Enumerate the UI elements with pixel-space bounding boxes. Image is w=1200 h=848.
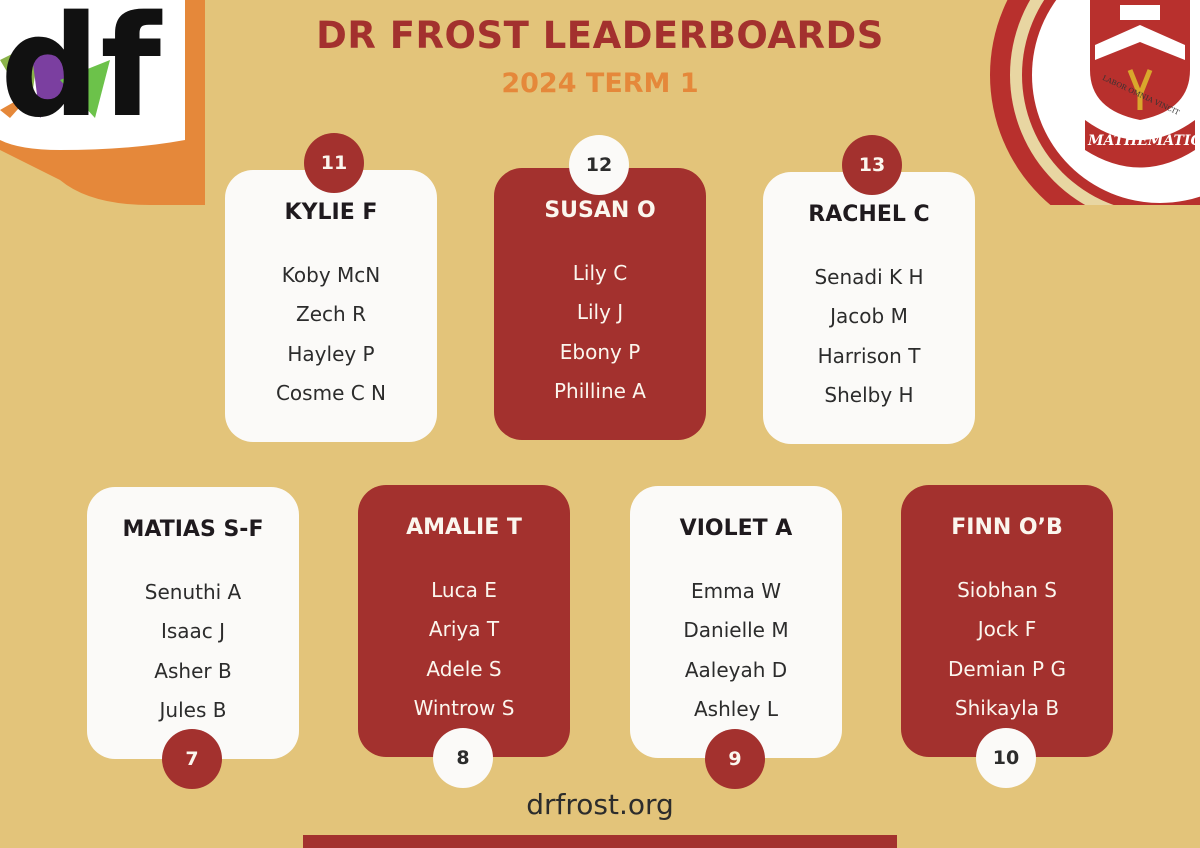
student-item: Senuthi A — [144, 580, 242, 604]
leaderboard-card-year-13: RACHEL C Senadi K H Jacob M Harrison T S… — [763, 172, 975, 444]
student-item: Ebony P — [559, 339, 641, 364]
student-item: Senadi K H — [814, 265, 924, 289]
page-subtitle: 2024 TERM 1 — [501, 68, 699, 99]
student-item: Cosme C N — [275, 381, 387, 406]
leaderboard-card-year-9: VIOLET A Emma W Danielle M Aaleyah D Ash… — [630, 486, 842, 758]
school-crest-icon: MATHEMATICS LABOR OMNIA VINCIT — [990, 0, 1200, 245]
student-list: Siobhan S Jock F Demian P G Shikayla B — [901, 580, 1113, 738]
student-item: Lily C — [572, 261, 628, 285]
student-item: Wintrow S — [413, 696, 515, 721]
student-list: Lily C Lily J Ebony P Philline A — [494, 263, 706, 421]
year-badge: 13 — [842, 135, 902, 195]
student-list: Emma W Danielle M Aaleyah D Ashley L — [630, 581, 842, 739]
leader-name: FINN O’B — [951, 515, 1063, 540]
student-item: Zech R — [296, 302, 366, 327]
leaderboard-card-year-10: FINN O’B Siobhan S Jock F Demian P G Shi… — [901, 485, 1113, 757]
student-item: Ashley L — [694, 697, 778, 722]
student-list: Koby McN Zech R Hayley P Cosme C N — [225, 265, 437, 423]
student-list: Luca E Ariya T Adele S Wintrow S — [358, 580, 570, 738]
student-item: Aaleyah D — [684, 657, 788, 682]
df-logo: df — [0, 0, 220, 210]
student-item: Shikayla B — [954, 696, 1060, 721]
leader-name: KYLIE F — [284, 200, 378, 225]
leaderboard-card-year-7: MATIAS S-F Senuthi A Isaac J Asher B Jul… — [87, 487, 299, 759]
leader-name: VIOLET A — [679, 516, 793, 541]
student-item: Ariya T — [428, 617, 500, 642]
student-item: Isaac J — [160, 619, 226, 644]
year-badge: 7 — [162, 729, 222, 789]
page-title: DR FROST LEADERBOARDS — [316, 14, 884, 57]
footer-url[interactable]: drfrost.org — [526, 788, 674, 821]
student-item: Jock F — [977, 617, 1037, 642]
year-badge: 8 — [433, 728, 493, 788]
leaderboard-card-year-12: SUSAN O Lily C Lily J Ebony P Philline A — [494, 168, 706, 440]
student-item: Emma W — [691, 579, 781, 603]
student-item: Siobhan S — [957, 578, 1057, 602]
student-list: Senadi K H Jacob M Harrison T Shelby H — [763, 267, 975, 425]
student-item: Demian P G — [948, 656, 1066, 681]
year-badge: 12 — [569, 135, 629, 195]
student-item: Shelby H — [824, 383, 914, 408]
year-badge: 10 — [976, 728, 1036, 788]
student-item: Jules B — [159, 698, 227, 723]
student-item: Danielle M — [683, 618, 789, 643]
leader-name: MATIAS S-F — [122, 517, 264, 542]
leader-name: SUSAN O — [544, 198, 656, 223]
student-list: Senuthi A Isaac J Asher B Jules B — [87, 582, 299, 740]
leader-name: AMALIE T — [406, 515, 522, 540]
student-item: Jacob M — [830, 304, 908, 329]
df-logo-text: df — [0, 0, 163, 149]
student-item: Hayley P — [287, 341, 375, 366]
leaderboard-card-year-8: AMALIE T Luca E Ariya T Adele S Wintrow … — [358, 485, 570, 757]
student-item: Asher B — [154, 658, 232, 683]
footer-bar — [303, 835, 897, 848]
year-badge: 9 — [705, 729, 765, 789]
student-item: Philline A — [554, 379, 646, 404]
crest-label: MATHEMATICS — [1087, 133, 1200, 149]
leader-name: RACHEL C — [808, 202, 930, 227]
student-item: Harrison T — [817, 343, 921, 368]
leaderboard-card-year-11: KYLIE F Koby McN Zech R Hayley P Cosme C… — [225, 170, 437, 442]
student-item: Luca E — [431, 578, 497, 602]
student-item: Lily J — [576, 300, 624, 325]
year-badge: 11 — [304, 133, 364, 193]
student-item: Adele S — [426, 656, 502, 681]
student-item: Koby McN — [281, 263, 381, 287]
